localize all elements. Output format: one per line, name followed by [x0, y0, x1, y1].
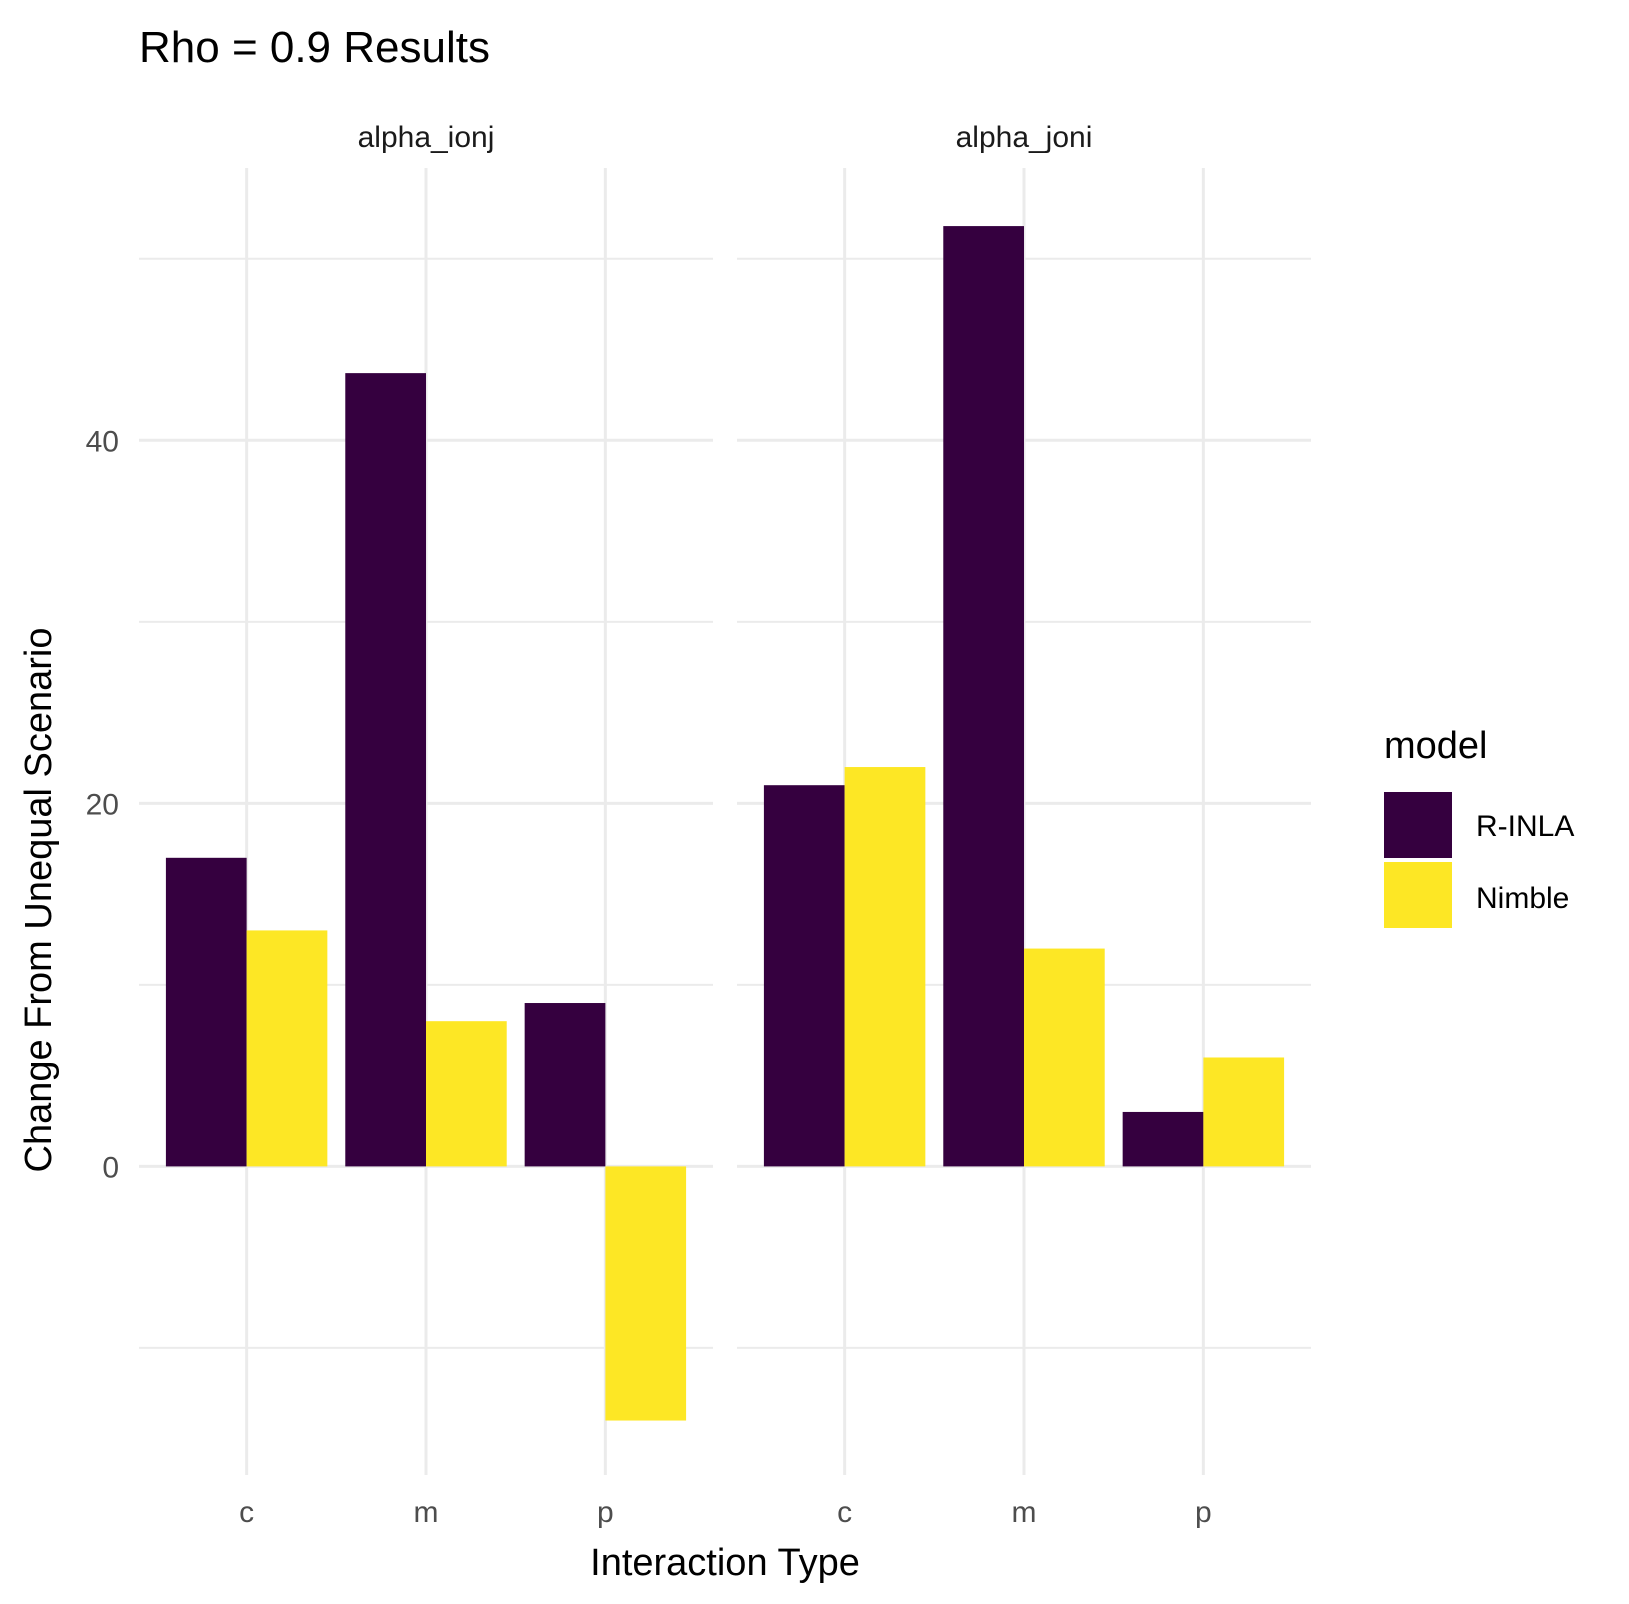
y-tick-label: 40 [86, 425, 119, 458]
bar-alpha_joni-Nimble-c [844, 767, 926, 1167]
chart-title: Rho = 0.9 Results [139, 23, 490, 72]
y-tick-label: 0 [102, 1151, 119, 1184]
bar-alpha_joni-Nimble-p [1203, 1057, 1285, 1167]
bar-alpha_joni-Nimble-m [1024, 948, 1105, 1167]
x-tick-label: m [1012, 1496, 1037, 1529]
bar-alpha_ionj-R-INLA-p [524, 1003, 606, 1167]
x-tick-label: m [414, 1496, 439, 1529]
legend-title: model [1384, 725, 1488, 767]
legend-key-nimble [1384, 862, 1452, 928]
bar-alpha_ionj-R-INLA-c [165, 857, 247, 1167]
bar-alpha_joni-R-INLA-c [763, 785, 845, 1167]
legend: model R-INLA Nimble [1384, 725, 1574, 928]
bar-alpha_ionj-Nimble-p [605, 1166, 687, 1421]
bar-alpha_joni-R-INLA-p [1122, 1111, 1204, 1167]
bar-alpha_ionj-Nimble-c [246, 930, 328, 1167]
legend-label-r-inla: R-INLA [1476, 810, 1574, 843]
x-tick-label: p [597, 1496, 614, 1529]
facet-strip-label: alpha_joni [956, 121, 1093, 154]
facet-strip-label: alpha_ionj [358, 121, 495, 154]
bar-alpha_joni-R-INLA-m [943, 226, 1024, 1167]
bar-alpha_ionj-R-INLA-m [345, 373, 426, 1167]
y-axis-title: Change From Unequal Scenario [18, 628, 60, 1173]
legend-label-nimble: Nimble [1476, 882, 1569, 915]
x-axis-title: Interaction Type [590, 1542, 860, 1584]
y-tick-label: 20 [86, 788, 119, 821]
x-tick-label: c [837, 1496, 852, 1529]
bar-alpha_ionj-Nimble-m [426, 1021, 507, 1167]
x-tick-label: c [239, 1496, 254, 1529]
x-tick-label: p [1195, 1496, 1212, 1529]
legend-key-r-inla [1384, 792, 1452, 858]
